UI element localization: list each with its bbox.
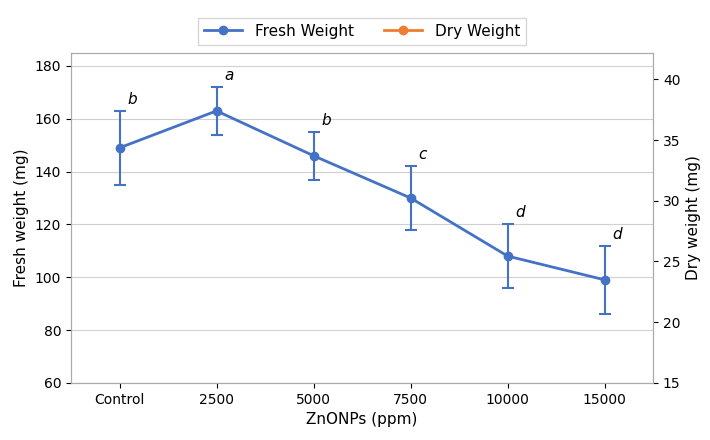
Text: b: b <box>322 113 331 128</box>
Text: a: a <box>224 68 234 83</box>
Text: b: b <box>127 92 137 107</box>
Fresh Weight <box>601 277 609 282</box>
Fresh Weight <box>406 195 415 201</box>
X-axis label: ZnONPs (ppm): ZnONPs (ppm) <box>307 412 417 427</box>
Text: d: d <box>515 205 525 220</box>
Legend: Fresh Weight, Dry Weight: Fresh Weight, Dry Weight <box>198 18 526 45</box>
Text: c: c <box>418 147 427 162</box>
Y-axis label: Fresh weight (mg): Fresh weight (mg) <box>14 149 29 287</box>
Text: d: d <box>613 227 622 242</box>
Line: Fresh Weight: Fresh Weight <box>115 107 609 284</box>
Fresh Weight <box>310 153 318 158</box>
Fresh Weight <box>503 253 512 259</box>
Fresh Weight <box>212 108 221 114</box>
Fresh Weight <box>115 145 124 150</box>
Y-axis label: Dry weight (mg): Dry weight (mg) <box>686 155 701 280</box>
